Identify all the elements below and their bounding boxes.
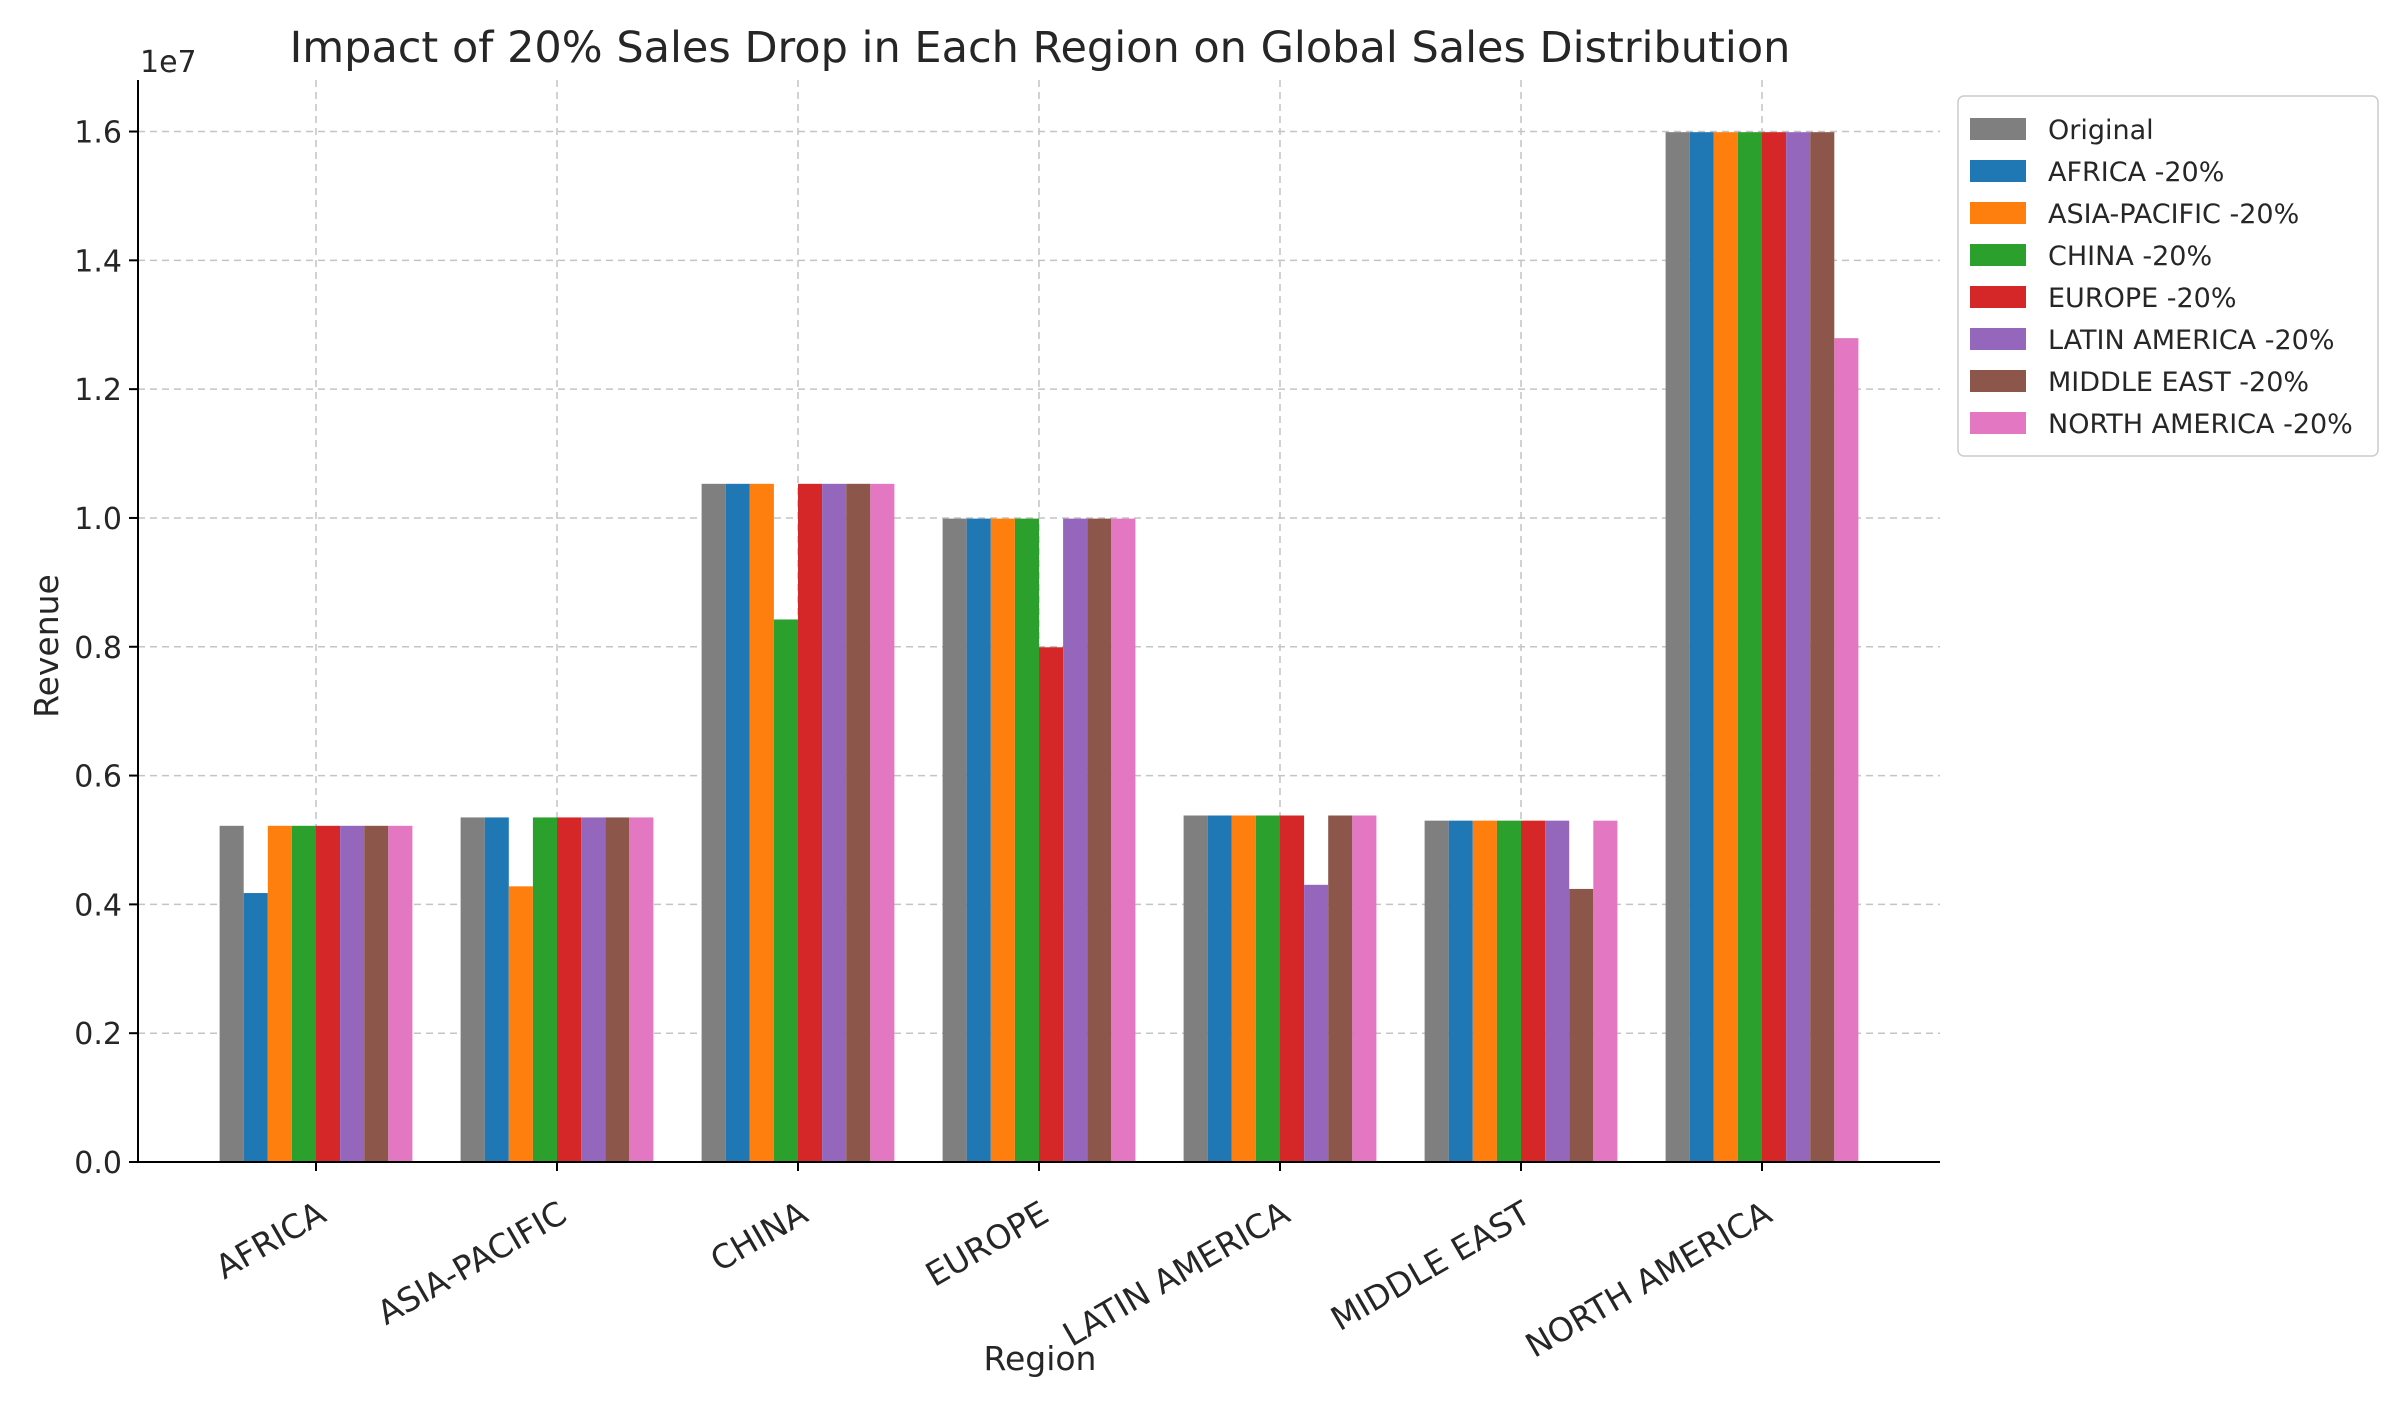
x-tick-label: AFRICA: [209, 1193, 333, 1287]
y-tick-label: 0.2: [74, 1017, 122, 1052]
y-tick-label: 0.0: [74, 1146, 122, 1181]
bar: [219, 825, 244, 1162]
bar: [846, 483, 871, 1162]
bar: [1014, 518, 1039, 1162]
bar: [1231, 815, 1256, 1162]
y-tick-label: 0.6: [74, 760, 122, 795]
bar: [870, 483, 895, 1162]
bar: [1834, 338, 1859, 1162]
bar: [1039, 647, 1064, 1162]
bar: [1689, 132, 1714, 1163]
bar: [460, 817, 485, 1162]
x-tick-label: LATIN AMERICA: [1056, 1193, 1296, 1354]
y-axis-label: Revenue: [27, 574, 66, 718]
bar: [1762, 132, 1787, 1163]
x-tick-label: CHINA: [704, 1193, 815, 1279]
legend-label: MIDDLE EAST -20%: [2048, 367, 2309, 398]
bar: [557, 817, 582, 1162]
legend-swatch: [1970, 118, 2026, 140]
bar: [1328, 815, 1353, 1162]
bar: [1352, 815, 1377, 1162]
legend-box: [1957, 95, 2379, 457]
bar: [1472, 820, 1497, 1162]
bar: [388, 825, 413, 1162]
legend-label: EUROPE -20%: [2048, 283, 2237, 314]
bar: [1569, 888, 1594, 1162]
bar: [1207, 815, 1232, 1162]
bar: [484, 817, 509, 1162]
legend-swatch: [1970, 412, 2026, 434]
bar: [773, 619, 798, 1162]
x-tick-label: ASIA-PACIFIC: [370, 1193, 573, 1332]
legend-swatch: [1970, 202, 2026, 224]
legend-swatch: [1970, 286, 2026, 308]
bar: [1737, 132, 1762, 1163]
legend-label: AFRICA -20%: [2048, 157, 2224, 188]
legend-swatch: [1970, 328, 2026, 350]
bar: [990, 518, 1015, 1162]
x-axis-label: Region: [984, 1339, 1097, 1378]
bar: [316, 825, 341, 1162]
bar: [1087, 518, 1112, 1162]
bar: [629, 817, 654, 1162]
y-tick-label: 1.2: [74, 373, 122, 408]
bar: [1424, 820, 1449, 1162]
bar: [798, 483, 823, 1162]
y-tick-label: 0.4: [74, 888, 122, 923]
bar: [267, 825, 292, 1162]
chart-title: Impact of 20% Sales Drop in Each Region …: [290, 23, 1791, 73]
bar: [1183, 815, 1208, 1162]
bar: [1496, 820, 1521, 1162]
bar: [340, 825, 365, 1162]
y-tick-label: 1.6: [74, 116, 122, 151]
bar: [701, 483, 726, 1162]
bar: [243, 893, 268, 1162]
legend-swatch: [1970, 370, 2026, 392]
x-tick-label: NORTH AMERICA: [1519, 1193, 1779, 1365]
bar: [1545, 820, 1570, 1162]
legend-swatch: [1970, 160, 2026, 182]
bar: [532, 817, 557, 1162]
bar: [508, 886, 533, 1162]
bar: [1111, 518, 1136, 1162]
bar: [1255, 815, 1280, 1162]
bar: [364, 825, 389, 1162]
bar: [822, 483, 847, 1162]
bar: [1786, 132, 1811, 1163]
bar: [966, 518, 991, 1162]
legend-swatch: [1970, 244, 2026, 266]
legend-label: ASIA-PACIFIC -20%: [2048, 199, 2299, 230]
x-tick-label: EUROPE: [919, 1193, 1055, 1294]
x-tick-label: MIDDLE EAST: [1324, 1193, 1538, 1339]
bar: [581, 817, 606, 1162]
legend: Original AFRICA -20% ASIA-PACIFIC -20% CHIN…: [1957, 95, 2379, 457]
y-tick-label: 1.4: [74, 244, 122, 279]
bar: [1280, 815, 1305, 1162]
bar: [1304, 884, 1329, 1162]
legend-label: Original: [2048, 115, 2154, 146]
bar: [1448, 820, 1473, 1162]
y-axis-offset-label: 1e7: [140, 45, 197, 80]
y-tick-label: 0.8: [74, 631, 122, 666]
legend-label: CHINA -20%: [2048, 241, 2212, 272]
bar: [1063, 518, 1088, 1162]
bar: [749, 483, 774, 1162]
bar: [725, 483, 750, 1162]
bar: [605, 817, 630, 1162]
bar: [291, 825, 316, 1162]
bar: [1521, 820, 1546, 1162]
bar: [1810, 132, 1835, 1163]
bar: [1593, 820, 1618, 1162]
y-tick-label: 1.0: [74, 502, 122, 537]
legend-label: NORTH AMERICA -20%: [2048, 409, 2353, 440]
bar: [942, 518, 967, 1162]
bar: [1713, 132, 1738, 1163]
bars: [219, 132, 1859, 1163]
bar: [1665, 132, 1690, 1163]
legend-label: LATIN AMERICA -20%: [2048, 325, 2334, 356]
